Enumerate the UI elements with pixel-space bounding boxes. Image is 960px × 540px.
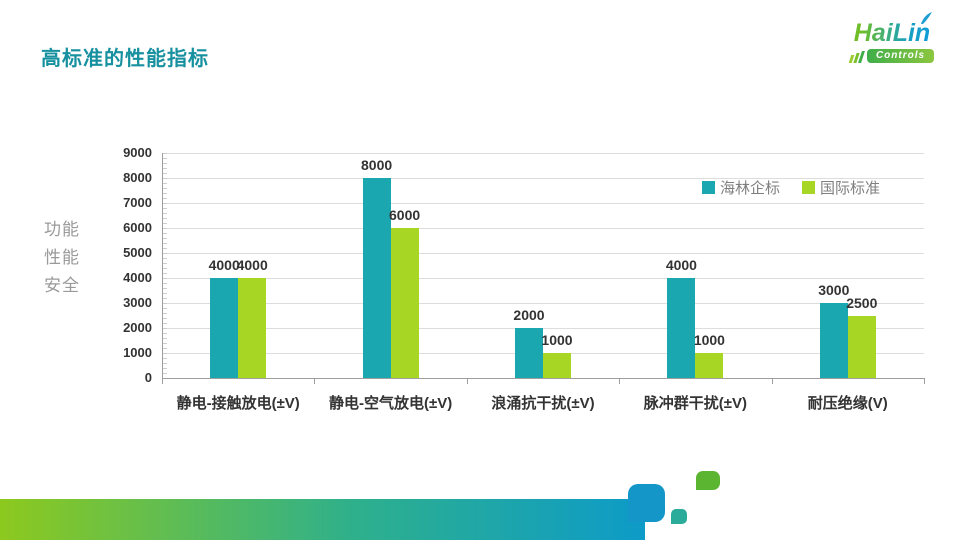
footer-gradient-bar (0, 499, 645, 540)
bar-series-0 (667, 278, 696, 378)
logo-wordmark-row: HaiLin (853, 12, 933, 48)
x-axis-tick (771, 379, 773, 384)
category-label: 静电-空气放电(±V) (328, 395, 453, 412)
y-axis-tick-label: 7000 (123, 195, 152, 210)
bar-series-0 (210, 278, 239, 378)
x-axis-tick (924, 379, 925, 384)
footer-deco-teal-square (671, 509, 687, 524)
gridline (162, 278, 924, 279)
y-axis-minor-ticks (163, 153, 167, 378)
y-axis-tick-label: 4000 (123, 270, 152, 285)
footer-deco-green-square (696, 471, 720, 490)
bar-series-1 (695, 353, 724, 378)
y-axis-title-line: 功能 (44, 220, 80, 239)
chart-legend: 海林企标 国际标准 (702, 177, 880, 198)
y-axis-title-line: 安全 (44, 276, 80, 295)
y-axis-tick-label: 8000 (123, 170, 152, 185)
x-axis-line (162, 378, 925, 379)
data-label: 4000 (665, 257, 697, 273)
data-label: 1000 (541, 332, 573, 348)
data-label: 4000 (236, 257, 268, 273)
logo-tagline-pill: Controls (866, 48, 935, 63)
bar-series-0 (362, 178, 391, 378)
y-axis-title-line: 性能 (44, 248, 80, 267)
gridline (162, 253, 924, 254)
bar-series-1 (238, 278, 267, 378)
legend-swatch-green-icon (802, 181, 816, 194)
bar-series-1 (847, 315, 876, 378)
data-label: 3000 (818, 282, 850, 298)
y-axis-tick-label: 2000 (123, 320, 152, 335)
logo-wordmark: HaiLin (853, 19, 931, 47)
bar-series-0 (515, 328, 543, 378)
y-axis-line (162, 153, 163, 379)
bar-series-1 (390, 228, 419, 378)
leaf-icon (921, 12, 933, 24)
logo-tagline-row: Controls (840, 48, 944, 63)
category-label: 耐压绝缘(V) (807, 395, 888, 412)
hailin-logo: HaiLin Controls (840, 12, 944, 63)
y-axis-title: 功能 性能 安全 (44, 216, 80, 300)
data-label: 1000 (693, 332, 725, 348)
data-label: 2000 (513, 307, 545, 323)
gridline (162, 328, 924, 329)
legend-item-hailin-standard: 海林企标 (702, 177, 780, 198)
data-label: 8000 (361, 157, 393, 173)
legend-swatch-teal-icon (702, 181, 715, 194)
footer-deco-blue-square (628, 484, 665, 522)
category-label: 浪涌抗干扰(±V) (491, 395, 595, 412)
page-title: 高标准的性能指标 (41, 48, 209, 70)
gridline (162, 178, 924, 179)
y-axis-tick-label: 0 (144, 370, 152, 385)
logo-tagline-text: Controls (875, 49, 926, 61)
x-axis-tick (466, 379, 468, 384)
legend-label: 海林企标 (720, 180, 781, 197)
y-axis-tick-label: 5000 (123, 245, 152, 260)
legend-item-international-standard: 国际标准 (802, 177, 880, 198)
y-axis-tick-label: 9000 (123, 145, 152, 160)
gridline (162, 203, 924, 204)
y-axis-tick-label: 6000 (123, 220, 152, 235)
gridline (162, 153, 924, 154)
y-axis-tick-label: 1000 (123, 345, 152, 360)
bar-series-0 (819, 303, 848, 378)
data-label: 6000 (389, 207, 421, 223)
bar-series-1 (543, 353, 571, 378)
data-label: 2500 (846, 294, 878, 311)
gridline (162, 303, 924, 304)
category-label: 静电-接触放电(±V) (176, 395, 300, 412)
y-axis-tick-label: 3000 (123, 295, 152, 310)
legend-label: 国际标准 (820, 180, 881, 197)
gridline (162, 228, 924, 229)
data-label: 4000 (208, 257, 240, 273)
category-label: 脉冲群干扰(±V) (643, 395, 747, 412)
x-axis-tick (162, 379, 163, 384)
x-axis-tick (619, 379, 621, 384)
x-axis-tick (314, 379, 316, 384)
